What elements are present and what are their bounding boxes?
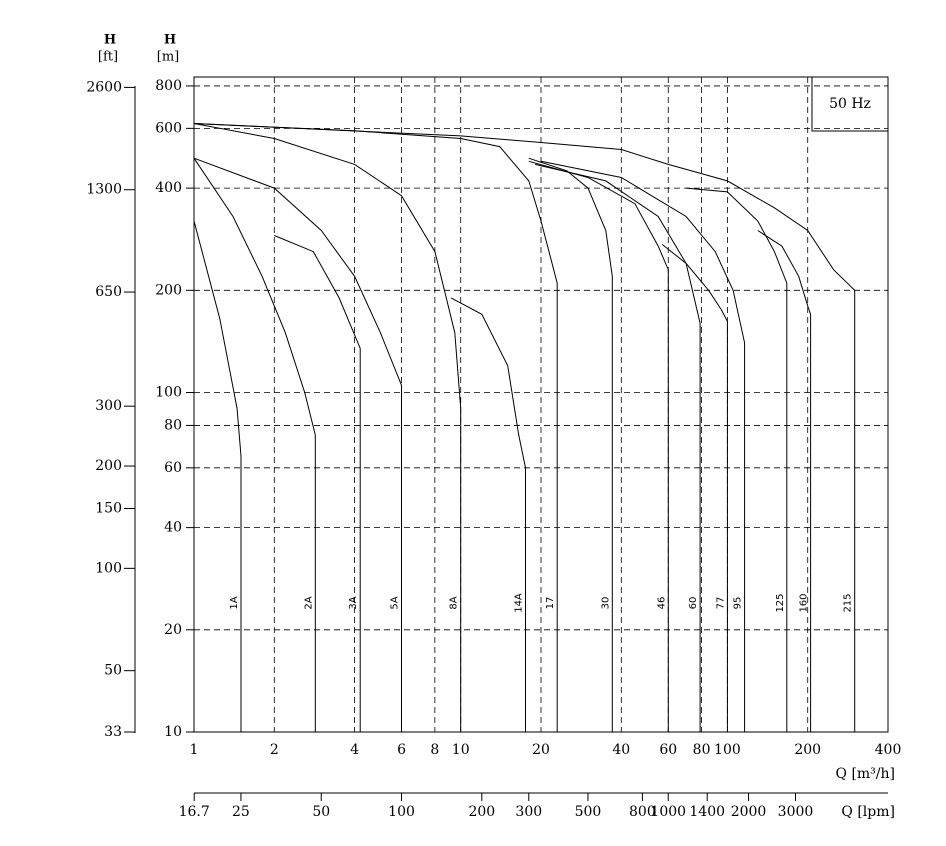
pump-curve	[193, 123, 558, 732]
pump-curve	[193, 123, 462, 732]
plot-frame	[193, 76, 889, 733]
pump-curve	[450, 297, 526, 732]
y-tick-label: 200	[155, 282, 182, 298]
y-tick-label: 80	[164, 417, 182, 433]
y2-tick-label: 300	[95, 398, 122, 414]
frequency-label: 50 Hz	[829, 96, 871, 112]
pump-curve	[193, 157, 316, 732]
curve-label: 17	[545, 597, 556, 610]
x2-tick-label: 1400	[689, 804, 725, 820]
x-tick-label: 6	[397, 742, 406, 758]
y-tick-label: 20	[164, 622, 182, 638]
pump-curve	[757, 230, 812, 732]
y-tick-label: 400	[155, 180, 182, 196]
curve-label: 30	[600, 597, 611, 610]
y-tick-label: 40	[164, 520, 182, 536]
y2-tick-label: 33	[104, 724, 122, 740]
x-tick-label: 4	[350, 742, 359, 758]
x-label: Q [m³/h]	[836, 766, 895, 782]
curve-label: 160	[799, 593, 810, 612]
y2-tick-label: 2600	[86, 79, 122, 95]
x2-tick-label: 200	[468, 804, 495, 820]
x-tick-label: 20	[532, 742, 550, 758]
y-label-ft-unit: [ft]	[98, 50, 118, 65]
y2-tick-label: 200	[95, 458, 122, 474]
y2-tick-label: 100	[95, 560, 122, 576]
curve-label: 8A	[449, 596, 460, 609]
x-tick-label: 40	[612, 742, 630, 758]
y-label-ft: H	[104, 33, 116, 48]
y-tick-label: 800	[155, 78, 182, 94]
curve-label: 2A	[303, 596, 314, 609]
y-tick-label: 60	[164, 460, 182, 476]
y2-tick-label: 50	[104, 663, 122, 679]
pump-curve	[528, 157, 613, 732]
curve-label: 1A	[229, 596, 240, 609]
curve-label: 14A	[514, 593, 525, 613]
x-tick-label: 10	[452, 742, 470, 758]
y2-tick-label: 650	[95, 284, 122, 300]
pump-curve	[193, 157, 402, 732]
x2-label: Q [lpm]	[841, 804, 895, 820]
pump-curve	[661, 244, 728, 732]
x2-tick-label: 800	[629, 804, 656, 820]
x2-tick-label: 50	[312, 804, 330, 820]
x2-tick-label: 16.7	[179, 804, 210, 820]
y-label-m: H	[164, 33, 176, 48]
pump-curve	[274, 235, 361, 732]
pump-curve	[528, 160, 669, 732]
x2-tick-label: 500	[575, 804, 602, 820]
x2-tick-label: 100	[388, 804, 415, 820]
x-tick-label: 8	[430, 742, 439, 758]
x-tick-label: 1	[190, 742, 199, 758]
x2-tick-label: 25	[232, 804, 250, 820]
x-tick-label: 2	[270, 742, 279, 758]
curve-label: 46	[656, 597, 667, 610]
curve-label: 3A	[348, 596, 359, 609]
y-tick-label: 600	[155, 120, 182, 136]
y-tick-label: 100	[155, 385, 182, 401]
x-tick-label: 100	[714, 742, 741, 758]
y2-tick-label: 150	[95, 500, 122, 516]
curve-label: 125	[775, 593, 786, 612]
curve-label: 215	[843, 593, 854, 612]
pump-curve	[534, 163, 701, 732]
curve-label: 5A	[390, 596, 401, 609]
x-tick-label: 60	[659, 742, 677, 758]
x-tick-label: 200	[794, 742, 821, 758]
y2-tick-label: 1300	[86, 182, 122, 198]
y-label-m-unit: [m]	[157, 50, 179, 65]
curve-label: 95	[733, 597, 744, 610]
x-tick-label: 80	[693, 742, 711, 758]
pump-curve	[540, 160, 746, 732]
pump-curve	[193, 123, 856, 732]
x2-tick-label: 3000	[778, 804, 814, 820]
y-tick-label: 10	[164, 724, 182, 740]
x2-tick-label: 2000	[731, 804, 767, 820]
x-tick-label: 400	[875, 742, 902, 758]
x2-tick-label: 300	[515, 804, 542, 820]
curve-label: 77	[715, 597, 726, 610]
pump-curve	[193, 220, 242, 732]
curve-label: 60	[688, 597, 699, 610]
x2-tick-label: 1000	[650, 804, 686, 820]
